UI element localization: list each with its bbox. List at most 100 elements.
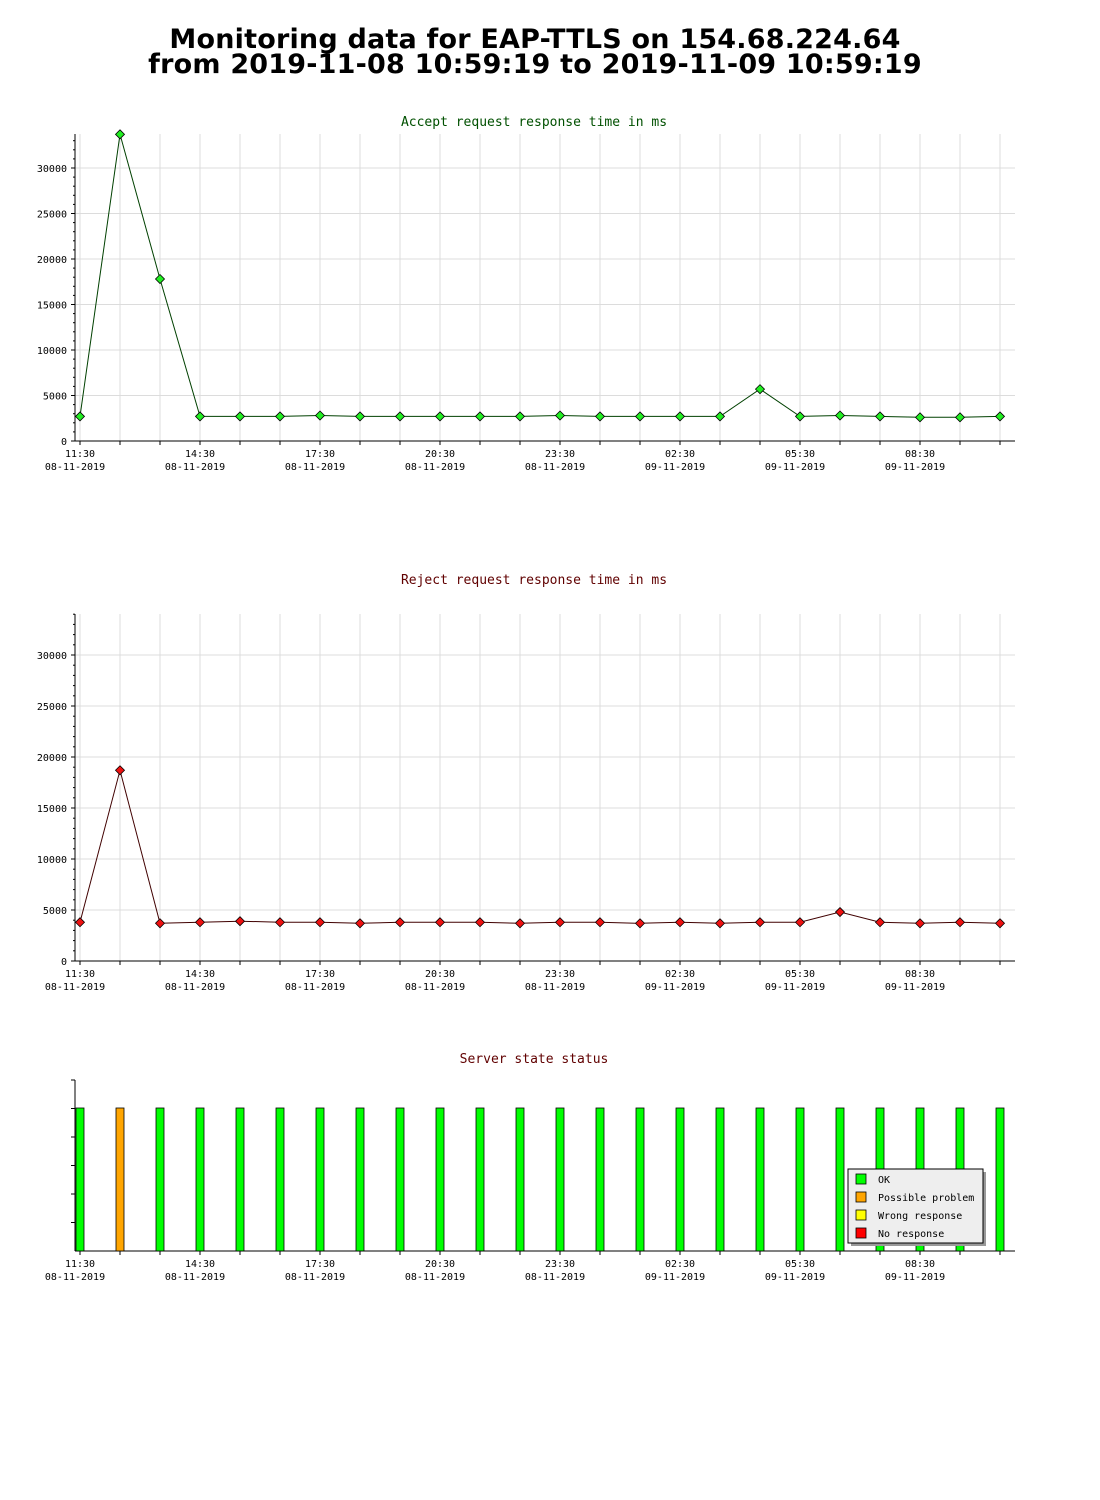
reject-y-tick-label: 30000 [37, 651, 67, 662]
reject-x-tick-date: 09-11-2019 [765, 982, 825, 993]
accept-x-tick-date: 08-11-2019 [285, 462, 345, 473]
accept-data-point [874, 411, 886, 422]
legend-swatch [855, 1173, 867, 1185]
reject-data-point [194, 917, 206, 928]
reject-data-point [434, 917, 446, 928]
accept-y-tick-label: 10000 [37, 346, 67, 357]
status-bar [195, 1107, 205, 1252]
legend-label: Wrong response [878, 1211, 962, 1222]
status-x-tick-date: 09-11-2019 [645, 1272, 705, 1283]
accept-x-tick-date: 09-11-2019 [645, 462, 705, 473]
accept-x-tick-time: 08:30 [905, 449, 935, 460]
accept-data-point [74, 411, 86, 422]
status-x-tick-date: 08-11-2019 [45, 1272, 105, 1283]
status-x-tick-date: 08-11-2019 [165, 1272, 225, 1283]
reject-y-tick-label: 0 [61, 957, 67, 968]
status-bar [395, 1107, 405, 1252]
accept-x-tick-date: 08-11-2019 [525, 462, 585, 473]
reject-data-point [354, 918, 366, 929]
accept-data-point [754, 384, 766, 395]
accept-chart-title: Accept request response time in ms [401, 115, 667, 130]
reject-x-tick-time: 17:30 [305, 969, 335, 980]
reject-x-tick-time: 20:30 [425, 969, 455, 980]
legend-swatch [855, 1191, 867, 1203]
status-bar [315, 1107, 325, 1252]
status-x-tick-time: 17:30 [305, 1259, 335, 1270]
accept-x-tick-time: 14:30 [185, 449, 215, 460]
status-bar [755, 1107, 765, 1252]
status-x-tick-time: 20:30 [425, 1259, 455, 1270]
status-bar [715, 1107, 725, 1252]
status-x-tick-date: 09-11-2019 [765, 1272, 825, 1283]
status-x-tick-time: 11:30 [65, 1259, 95, 1270]
legend-label: No response [878, 1229, 944, 1240]
reject-data-point [234, 916, 246, 927]
reject-data-point [74, 917, 86, 928]
reject-x-tick-time: 14:30 [185, 969, 215, 980]
accept-data-point [514, 411, 526, 422]
accept-x-tick-time: 20:30 [425, 449, 455, 460]
status-x-tick-time: 05:30 [785, 1259, 815, 1270]
accept-y-tick-label: 5000 [43, 392, 67, 403]
accept-data-point [634, 411, 646, 422]
status-bar [355, 1107, 365, 1252]
legend-box [847, 1168, 984, 1244]
reject-chart-title: Reject request response time in ms [401, 573, 667, 588]
accept-x-tick-time: 23:30 [545, 449, 575, 460]
accept-x-tick-date: 09-11-2019 [885, 462, 945, 473]
accept-x-tick-date: 09-11-2019 [765, 462, 825, 473]
status-bar [435, 1107, 445, 1252]
status-x-tick-time: 08:30 [905, 1259, 935, 1270]
reject-data-point [114, 765, 126, 776]
reject-data-point [554, 917, 566, 928]
reject-data-point [834, 906, 846, 918]
reject-x-tick-date: 08-11-2019 [525, 982, 585, 993]
reject-data-point [914, 918, 926, 929]
reject-data-point [794, 917, 806, 928]
reject-data-point [514, 918, 526, 929]
accept-x-tick-date: 08-11-2019 [405, 462, 465, 473]
accept-data-point [994, 411, 1006, 422]
page-title-line-1: Monitoring data for EAP-TTLS on 154.68.2… [169, 24, 901, 55]
accept-data-point [594, 411, 606, 422]
status-bar [635, 1107, 645, 1252]
reject-data-point [754, 917, 766, 928]
accept-data-point [954, 412, 966, 423]
accept-x-tick-time: 17:30 [305, 449, 335, 460]
accept-data-point [674, 411, 686, 422]
status-bar [995, 1107, 1005, 1252]
status-bar [235, 1107, 245, 1252]
reject-data-point [154, 918, 166, 929]
reject-data-point [594, 917, 606, 928]
status-x-tick-time: 23:30 [545, 1259, 575, 1270]
accept-data-point [834, 410, 846, 421]
status-x-tick-date: 08-11-2019 [525, 1272, 585, 1283]
reject-y-tick-label: 20000 [37, 753, 67, 764]
accept-y-tick-label: 30000 [37, 164, 67, 175]
accept-data-point [474, 411, 486, 422]
reject-x-tick-date: 09-11-2019 [885, 982, 945, 993]
reject-data-point [674, 917, 686, 928]
reject-x-tick-date: 08-11-2019 [405, 982, 465, 993]
status-bar [675, 1107, 685, 1252]
status-chart-title: Server state status [460, 1052, 609, 1067]
accept-y-tick-label: 0 [61, 437, 67, 448]
reject-x-tick-time: 05:30 [785, 969, 815, 980]
status-x-tick-time: 14:30 [185, 1259, 215, 1270]
accept-chart: 0 5000 10000 15000 20000 25000 30000 11:30 08-11… [37, 129, 1015, 473]
legend-label: Possible problem [878, 1193, 974, 1204]
accept-data-point [794, 411, 806, 422]
status-bar [595, 1107, 605, 1252]
reject-data-point [314, 917, 326, 928]
status-bar [835, 1107, 845, 1252]
accept-y-tick-label: 15000 [37, 301, 67, 312]
accept-data-point [234, 411, 246, 422]
status-bar [75, 1107, 85, 1252]
reject-data-point [474, 917, 486, 928]
status-x-tick-date: 08-11-2019 [405, 1272, 465, 1283]
status-bar [475, 1107, 485, 1252]
status-bar [115, 1107, 125, 1252]
accept-series-line [79, 134, 1001, 418]
status-bar [155, 1107, 165, 1252]
